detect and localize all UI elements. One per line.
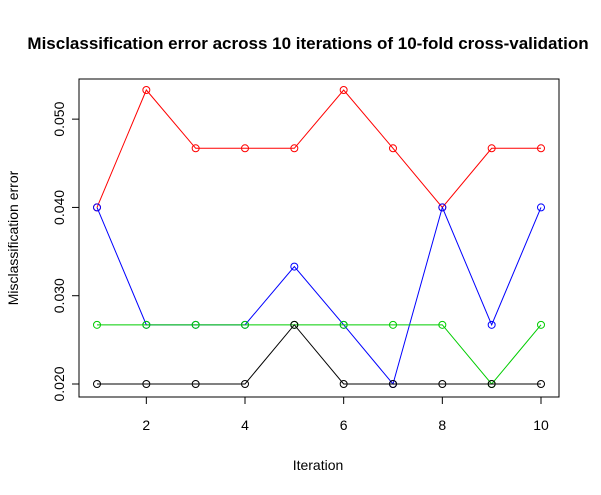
data-point bbox=[438, 380, 447, 388]
data-point bbox=[191, 320, 200, 329]
data-point bbox=[339, 380, 348, 388]
data-point bbox=[191, 144, 200, 153]
data-point bbox=[487, 380, 496, 388]
data-point bbox=[537, 380, 545, 388]
x-tick-label: 2 bbox=[142, 417, 150, 433]
data-point bbox=[93, 320, 101, 329]
data-point bbox=[241, 320, 249, 329]
data-point bbox=[537, 203, 545, 212]
y-axis-label: Misclassification error bbox=[5, 170, 21, 305]
data-point bbox=[389, 144, 397, 153]
series-line bbox=[97, 324, 541, 385]
data-point bbox=[290, 144, 299, 153]
data-point bbox=[487, 320, 496, 329]
x-tick-label: 10 bbox=[533, 417, 549, 433]
y-tick-label: 0.040 bbox=[51, 190, 67, 225]
series-line bbox=[96, 89, 541, 209]
data-point bbox=[438, 203, 447, 212]
data-point bbox=[93, 203, 101, 212]
x-axis: 2 4 6 8 10 bbox=[142, 396, 549, 433]
data-point bbox=[191, 380, 200, 388]
series-layer bbox=[93, 86, 545, 388]
series-line bbox=[97, 324, 542, 385]
data-point bbox=[537, 320, 545, 329]
series-4 bbox=[93, 320, 545, 388]
data-point bbox=[93, 380, 101, 388]
x-tick-label: 6 bbox=[340, 417, 348, 433]
data-point bbox=[537, 144, 545, 153]
data-point bbox=[142, 380, 151, 388]
chart-title: Misclassification error across 10 iterat… bbox=[27, 34, 588, 53]
y-tick-label: 0.030 bbox=[51, 278, 67, 313]
data-point bbox=[339, 320, 348, 329]
series-3 bbox=[93, 320, 545, 388]
y-tick-label: 0.020 bbox=[51, 366, 67, 401]
data-point bbox=[389, 380, 397, 388]
data-point bbox=[241, 380, 249, 388]
data-point bbox=[487, 144, 496, 153]
data-point bbox=[290, 262, 299, 271]
data-point bbox=[339, 86, 348, 94]
y-tick-label: 0.050 bbox=[51, 101, 67, 136]
data-point bbox=[241, 144, 249, 153]
data-point bbox=[142, 320, 151, 329]
x-tick-label: 4 bbox=[241, 417, 249, 433]
x-axis-label: Iteration bbox=[293, 457, 344, 473]
data-point bbox=[438, 320, 447, 329]
x-tick-label: 8 bbox=[438, 417, 446, 433]
y-axis: 0.020 0.030 0.040 0.050 bbox=[51, 101, 80, 402]
data-point bbox=[290, 320, 299, 329]
data-point bbox=[142, 86, 151, 94]
data-point bbox=[389, 320, 397, 329]
